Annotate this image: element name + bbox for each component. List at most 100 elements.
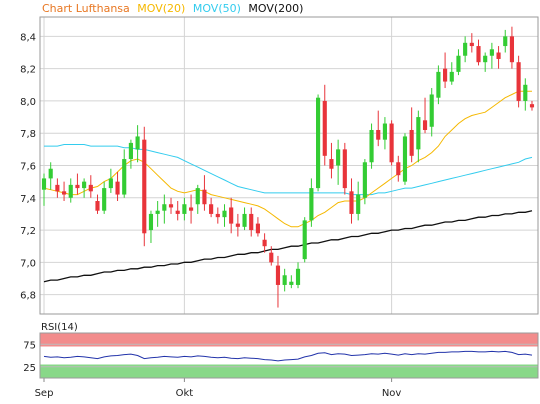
- candle-body: [88, 184, 93, 192]
- legend-mov200: MOV(200): [248, 2, 303, 15]
- candle: [235, 213, 240, 237]
- candle-body: [336, 149, 341, 166]
- candle-body: [489, 49, 494, 56]
- candle: [188, 194, 194, 224]
- candle: [302, 217, 307, 263]
- candle: [529, 100, 535, 111]
- candle-body: [469, 42, 474, 47]
- candle-body: [422, 120, 428, 130]
- rsi-tick-label: 25: [23, 363, 36, 374]
- candle-body: [175, 210, 180, 214]
- candle-body: [436, 71, 441, 98]
- candle-body: [309, 188, 314, 221]
- candle: [275, 255, 281, 308]
- candle: [229, 197, 234, 234]
- candle: [449, 62, 454, 85]
- candle-body: [523, 84, 528, 101]
- rsi-tick-label: 75: [23, 340, 36, 351]
- candle-body: [443, 68, 448, 82]
- axis-labels: 8,48,28,07,87,67,47,27,06,8SepOktNovDez7…: [20, 32, 402, 399]
- candle-body: [61, 191, 67, 195]
- candle-body: [389, 123, 394, 163]
- candle-body: [382, 123, 387, 140]
- candle-body: [503, 36, 508, 47]
- candle: [68, 178, 73, 203]
- candle-body: [496, 52, 501, 59]
- x-tick-label: Nov: [382, 388, 402, 399]
- candle-body: [329, 159, 334, 169]
- x-tick-label: Sep: [35, 388, 54, 399]
- candle-body: [376, 129, 381, 140]
- candle: [262, 233, 267, 253]
- candle: [429, 88, 434, 137]
- candle-body: [202, 189, 207, 205]
- candle-body: [168, 204, 174, 208]
- candle: [61, 181, 67, 202]
- candle: [95, 194, 100, 214]
- candle-body: [115, 181, 120, 195]
- candle: [456, 49, 461, 76]
- candle: [75, 173, 80, 195]
- candlestick-series: [41, 26, 535, 308]
- candle-body: [416, 117, 421, 150]
- candle: [483, 52, 488, 72]
- candle: [155, 201, 160, 227]
- candle-body: [295, 268, 301, 285]
- candle-body: [48, 168, 53, 179]
- candle: [476, 39, 481, 66]
- candle: [376, 110, 381, 147]
- candle: [108, 168, 113, 193]
- candle-body: [195, 188, 200, 205]
- y-tick-label: 8,4: [20, 32, 36, 43]
- candle-body: [275, 265, 281, 285]
- plot-frames: [39, 16, 539, 379]
- candle: [329, 142, 334, 179]
- candle-body: [369, 129, 374, 163]
- candle: [316, 94, 321, 192]
- candle: [175, 201, 180, 221]
- candle: [255, 217, 260, 237]
- y-tick-label: 8,2: [20, 65, 36, 76]
- candle-body: [148, 213, 154, 231]
- candle: [356, 181, 361, 221]
- legend-mov50: MOV(50): [193, 2, 241, 15]
- candle-body: [429, 94, 434, 127]
- mov200-line: [43, 210, 533, 283]
- candle: [523, 78, 528, 111]
- candle: [516, 55, 521, 108]
- candle-body: [135, 136, 140, 150]
- main-plot-frame: [39, 16, 539, 315]
- candle-body: [235, 223, 240, 227]
- candle: [88, 175, 93, 198]
- candle-body: [55, 184, 60, 192]
- candle: [289, 275, 294, 289]
- candle-body: [262, 239, 267, 247]
- mov50-line: [44, 144, 533, 196]
- candle: [215, 207, 220, 224]
- candle-body: [302, 220, 307, 260]
- candle: [443, 52, 448, 89]
- candle-body: [356, 194, 361, 214]
- y-tick-label: 7,2: [20, 226, 36, 237]
- candle-body: [155, 210, 160, 214]
- candle-body: [269, 252, 274, 263]
- candle: [162, 194, 167, 224]
- rsi-panel: [40, 333, 538, 378]
- candle-body: [75, 184, 80, 189]
- candle: [82, 178, 87, 198]
- candle: [115, 171, 120, 202]
- candle: [102, 181, 107, 214]
- candle-body: [215, 213, 220, 218]
- candle-body: [82, 181, 87, 189]
- candle-body: [95, 201, 100, 211]
- y-tick-label: 8,0: [20, 97, 36, 108]
- candle: [503, 29, 508, 53]
- candle: [342, 142, 347, 195]
- candle-body: [456, 55, 461, 72]
- candle-body: [316, 97, 321, 189]
- candle-body: [142, 139, 147, 234]
- candle-body: [509, 36, 515, 63]
- candle: [148, 210, 154, 243]
- candle: [349, 178, 354, 224]
